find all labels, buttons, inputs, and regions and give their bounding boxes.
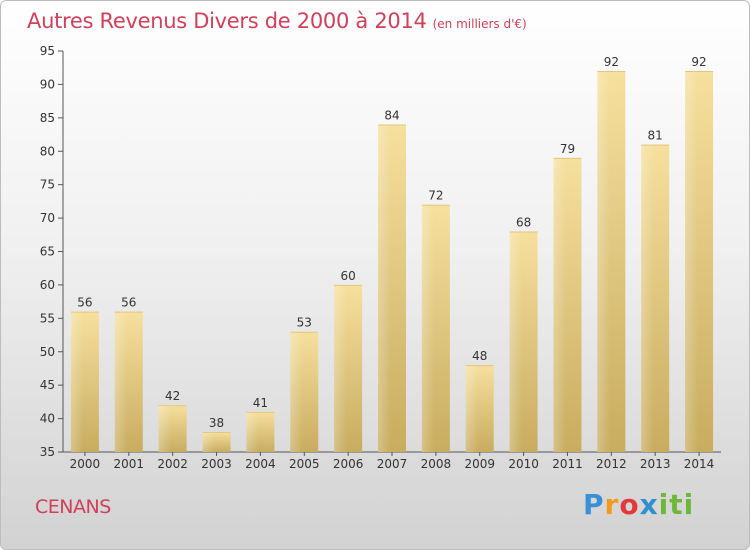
- bar-highlight: [334, 284, 347, 452]
- data-label: 41: [253, 396, 268, 410]
- data-label: 72: [428, 189, 443, 203]
- bar-highlight: [114, 311, 128, 452]
- x-tick-label: 2001: [114, 457, 145, 471]
- y-tick-label: 70: [40, 211, 55, 225]
- y-tick-label: 60: [40, 278, 55, 292]
- y-tick-label: 40: [40, 412, 55, 426]
- bar-highlight: [290, 331, 303, 452]
- data-label: 48: [472, 349, 487, 363]
- x-tick-label: 2006: [333, 457, 364, 471]
- chart-subtitle: (en milliers d'€): [432, 17, 527, 31]
- logo-letters-iti: iti: [658, 488, 695, 521]
- bar-highlight: [378, 124, 391, 453]
- bar-highlight: [246, 411, 259, 452]
- x-tick-label: 2013: [640, 457, 671, 471]
- x-tick-label: 2008: [421, 457, 452, 471]
- chart-title-text: Autres Revenus Divers de 2000 à 2014: [27, 9, 427, 33]
- y-tick-label: 65: [40, 245, 55, 259]
- bar-highlight: [641, 144, 654, 453]
- data-label: 53: [297, 316, 312, 330]
- town-name: CENANS: [35, 496, 111, 518]
- axes: 35 40 45 50 55 60 65 70 75 80 85 90 95 2000 2001 2002 20…: [40, 44, 721, 471]
- data-label: 84: [384, 109, 399, 123]
- bar-highlight: [158, 405, 172, 452]
- x-tick-label: 2000: [70, 457, 101, 471]
- logo-letter-x: x: [639, 488, 659, 521]
- bar-highlight: [421, 204, 435, 452]
- x-tick-label: 2004: [245, 457, 276, 471]
- data-label: 42: [165, 389, 180, 403]
- data-label: 68: [516, 215, 531, 229]
- y-tick-label: 55: [40, 311, 55, 325]
- data-label: 56: [77, 296, 92, 310]
- x-tick-label: 2011: [552, 457, 583, 471]
- bar-highlight: [509, 231, 523, 452]
- data-label: 92: [691, 55, 706, 69]
- y-tick-label: 95: [40, 44, 55, 58]
- x-tick-label: 2007: [377, 457, 408, 471]
- data-label: 60: [340, 269, 355, 283]
- x-tick-label: 2005: [289, 457, 320, 471]
- data-label: 38: [209, 416, 224, 430]
- y-tick-label: 85: [40, 111, 55, 125]
- bar-highlight: [597, 71, 610, 453]
- logo-letter-p: P: [583, 488, 605, 521]
- x-tick-label: 2014: [684, 457, 715, 471]
- y-tick-label: 75: [40, 178, 55, 192]
- chart-title: Autres Revenus Divers de 2000 à 2014 (en …: [27, 9, 527, 33]
- y-tick-label: 90: [40, 77, 55, 91]
- x-tick-label: 2002: [157, 457, 188, 471]
- x-tick-label: 2009: [464, 457, 495, 471]
- bar-highlight: [553, 157, 567, 452]
- x-tick-label: 2012: [596, 457, 627, 471]
- bars: 56 56 42 38 41 53 60 84 72 48 68 79 92 81 92: [70, 55, 714, 453]
- y-tick-label: 80: [40, 144, 55, 158]
- y-tick-label: 35: [40, 445, 55, 459]
- data-label: 79: [560, 142, 575, 156]
- proxiti-logo: Proxiti: [583, 488, 694, 521]
- bar-highlight: [465, 365, 479, 452]
- logo-letter-r: r: [604, 488, 620, 521]
- y-tick-label: 50: [40, 345, 55, 359]
- data-label: 81: [648, 129, 663, 143]
- data-label: 92: [604, 55, 619, 69]
- bar-highlight: [202, 431, 216, 452]
- logo-letter-o: o: [619, 488, 640, 521]
- x-tick-label: 2010: [508, 457, 539, 471]
- bar-highlight: [685, 71, 698, 453]
- x-tick-label: 2003: [201, 457, 232, 471]
- data-label: 56: [121, 296, 136, 310]
- y-tick-label: 45: [40, 378, 55, 392]
- bar-highlight: [70, 311, 84, 452]
